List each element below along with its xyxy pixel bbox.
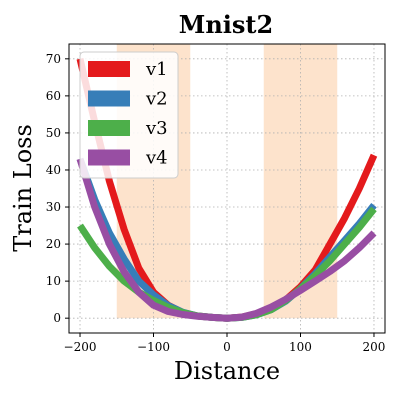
y-tick-label: 0 [53,311,61,325]
legend-swatch-v4 [88,149,130,166]
legend-swatch-v2 [88,90,130,107]
x-tick-label: 0 [223,340,231,354]
y-tick-label: 60 [46,89,61,103]
y-tick-label: 40 [46,163,61,177]
x-tick-label: −100 [137,340,170,354]
y-axis-ticks: 0 10 20 30 40 50 60 70 [46,52,69,325]
series-line-v4 [76,157,377,322]
y-tick-label: 20 [46,237,61,251]
y-tick-label: 30 [46,200,61,214]
legend-label-v3: v3 [145,118,168,139]
y-axis-label: Train Loss [9,124,37,252]
x-tick-label: −200 [64,340,97,354]
legend-box [79,51,179,179]
y-tick-label: 50 [46,126,61,140]
legend-swatch-v3 [88,120,130,136]
legend-label-v1: v1 [145,59,168,80]
legend-label-v4: v4 [145,148,168,169]
y-tick-label: 10 [46,274,61,288]
legend: v1 v2 v3 v4 [79,51,179,179]
chart-title: Mnist2 [179,10,273,39]
x-tick-label: 100 [289,340,312,354]
legend-swatch-v1 [88,61,130,77]
legend-label-v2: v2 [145,89,168,110]
x-axis-ticks: −200 −100 0 100 200 [64,333,386,354]
x-axis-label: Distance [174,357,280,385]
y-tick-label: 70 [46,52,61,66]
x-tick-label: 200 [363,340,386,354]
series-lines [76,58,378,322]
